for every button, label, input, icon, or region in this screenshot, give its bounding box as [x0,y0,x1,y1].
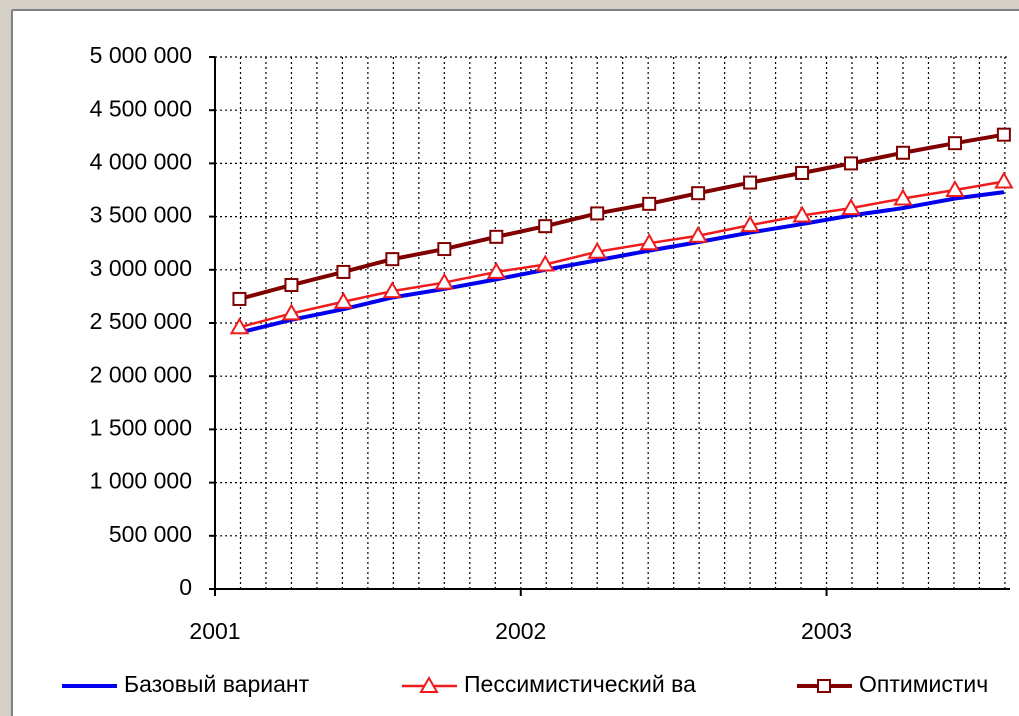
marker [795,165,810,180]
legend-label: Пессимистический ва [464,671,696,697]
marker [947,136,962,151]
y-tick-label: 1 500 000 [90,414,192,440]
marker [817,679,831,693]
y-tick-label: 4 500 000 [90,95,192,121]
marker [229,317,250,335]
marker [893,188,913,206]
marker [419,675,439,693]
marker [382,281,403,299]
marker [945,179,965,197]
y-tick-label: 2 500 000 [90,308,192,334]
marker [535,254,555,272]
marker [743,175,758,190]
y-tick-label: 2 000 000 [90,361,192,387]
marker [232,291,247,306]
marker [336,264,351,279]
window-top [0,0,1019,10]
marker [590,206,605,221]
legend-label: Базовый вариант [124,671,310,697]
marker [688,225,708,243]
marker [639,233,659,251]
legend-label: Оптимистич [859,671,988,697]
y-tick-label: 1 000 000 [90,468,192,494]
marker [281,303,302,321]
series-line [238,190,1005,335]
marker [437,242,452,257]
marker [994,171,1014,189]
marker [489,229,504,244]
marker [691,186,706,201]
series-line [238,132,1005,301]
y-tick-label: 500 000 [109,521,192,547]
y-tick-label: 3 500 000 [90,202,192,228]
marker [538,219,553,234]
series-line [239,180,1005,329]
y-tick-label: 5 000 000 [90,42,192,68]
marker [996,127,1011,142]
marker [284,278,299,293]
marker [434,272,455,290]
marker [740,215,760,233]
x-tick-label: 2001 [189,618,240,644]
marker [333,291,354,309]
marker [642,196,657,211]
x-tick-label: 2003 [801,618,852,644]
marker [385,252,400,267]
window-left [0,0,12,716]
marker [895,145,910,160]
y-tick-label: 3 000 000 [90,255,192,281]
marker [844,156,858,171]
marker [486,261,507,279]
marker [841,198,861,216]
x-tick-label: 2002 [495,618,546,644]
y-tick-label: 4 000 000 [90,148,192,174]
y-tick-label: 0 [179,574,192,600]
marker [587,241,607,259]
marker [792,205,812,223]
